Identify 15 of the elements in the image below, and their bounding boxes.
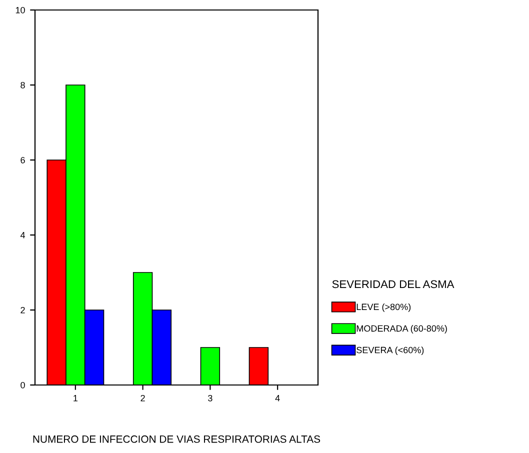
- legend-label: LEVE (>80%): [356, 303, 411, 312]
- y-tick-label: 6: [20, 156, 25, 164]
- y-tick-label: 2: [20, 306, 25, 314]
- x-tick-label: 3: [208, 394, 212, 402]
- x-tick-label: 4: [275, 395, 280, 402]
- legend-label: SEVERA (<60%): [356, 346, 424, 356]
- x-tick-label: 1: [74, 395, 78, 402]
- legend-label: MODERADA (60-80%): [356, 325, 447, 334]
- y-tick-label: 4: [20, 232, 26, 238]
- y-tick-label: 0: [20, 382, 25, 388]
- legend-title: SEVERIDAD DEL ASMA: [332, 280, 454, 288]
- x-axis-title: NUMERO DE INFECCION DE VIAS RESPIRATORIAS ALTAS: [33, 435, 320, 443]
- x-tick-label: 2: [140, 394, 145, 402]
- y-tick-label: 10: [16, 6, 25, 14]
- y-tick-label: 8: [20, 82, 25, 88]
